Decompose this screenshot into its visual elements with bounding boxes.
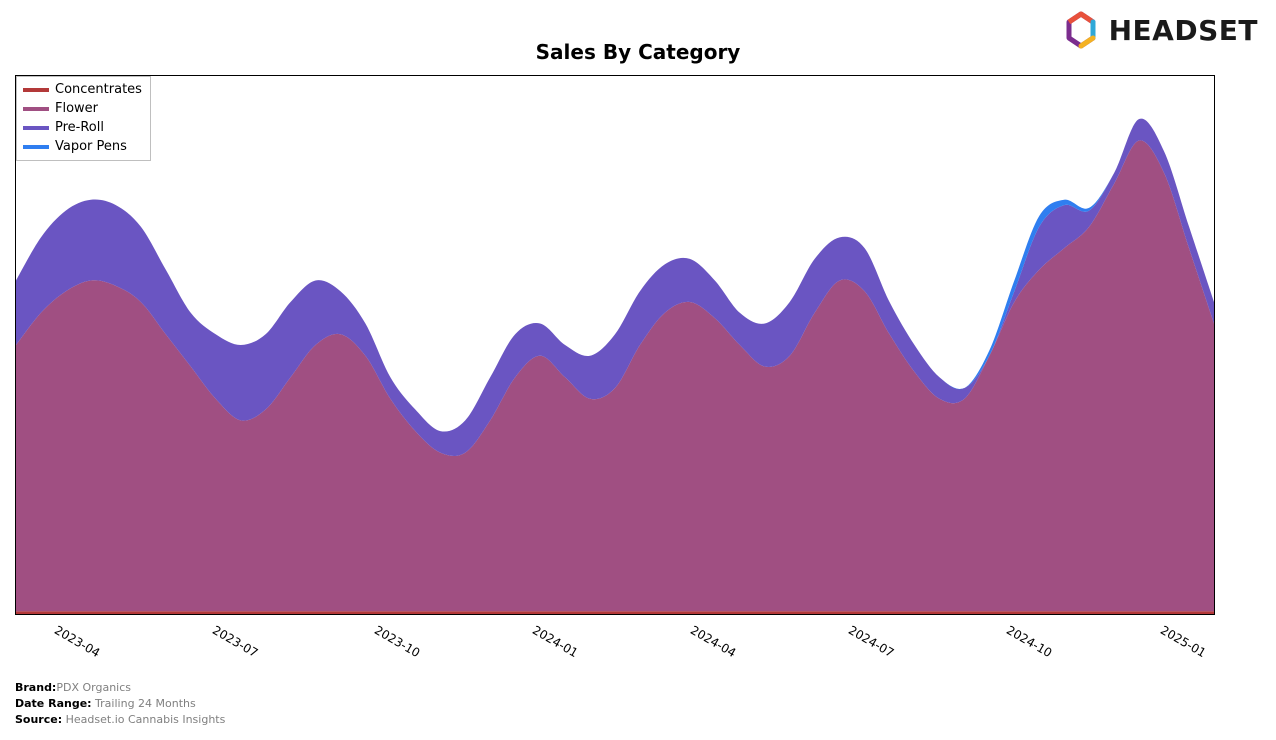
legend-label: Pre-Roll	[55, 119, 104, 138]
legend-swatch	[23, 107, 49, 111]
legend-item: Concentrates	[23, 81, 142, 100]
chart-legend: ConcentratesFlowerPre-RollVapor Pens	[16, 76, 151, 161]
footer-source: Source: Headset.io Cannabis Insights	[15, 712, 225, 728]
brand-logo-text: HEADSET	[1109, 14, 1258, 47]
brand-logo: HEADSET	[1061, 10, 1258, 50]
legend-label: Flower	[55, 100, 98, 119]
legend-label: Concentrates	[55, 81, 142, 100]
headset-logo-icon	[1061, 10, 1101, 50]
footer-brand: Brand:PDX Organics	[15, 680, 225, 696]
area-series	[16, 611, 1214, 614]
footer-date-range: Date Range: Trailing 24 Months	[15, 696, 225, 712]
x-tick-label: 2024-04	[688, 623, 738, 660]
legend-item: Flower	[23, 100, 142, 119]
legend-item: Pre-Roll	[23, 119, 142, 138]
x-tick-label: 2023-10	[372, 623, 422, 660]
legend-label: Vapor Pens	[55, 138, 127, 157]
legend-swatch	[23, 145, 49, 149]
area-chart-svg	[16, 76, 1214, 614]
legend-item: Vapor Pens	[23, 138, 142, 157]
x-tick-label: 2024-01	[530, 623, 580, 660]
legend-swatch	[23, 88, 49, 92]
x-tick-label: 2024-07	[846, 623, 896, 660]
x-tick-label: 2025-01	[1158, 623, 1208, 660]
x-tick-label: 2023-07	[210, 623, 260, 660]
x-tick-label: 2024-10	[1004, 623, 1054, 660]
x-tick-label: 2023-04	[52, 623, 102, 660]
chart-footer: Brand:PDX Organics Date Range: Trailing …	[15, 680, 225, 728]
chart-area	[15, 75, 1215, 615]
legend-swatch	[23, 126, 49, 130]
